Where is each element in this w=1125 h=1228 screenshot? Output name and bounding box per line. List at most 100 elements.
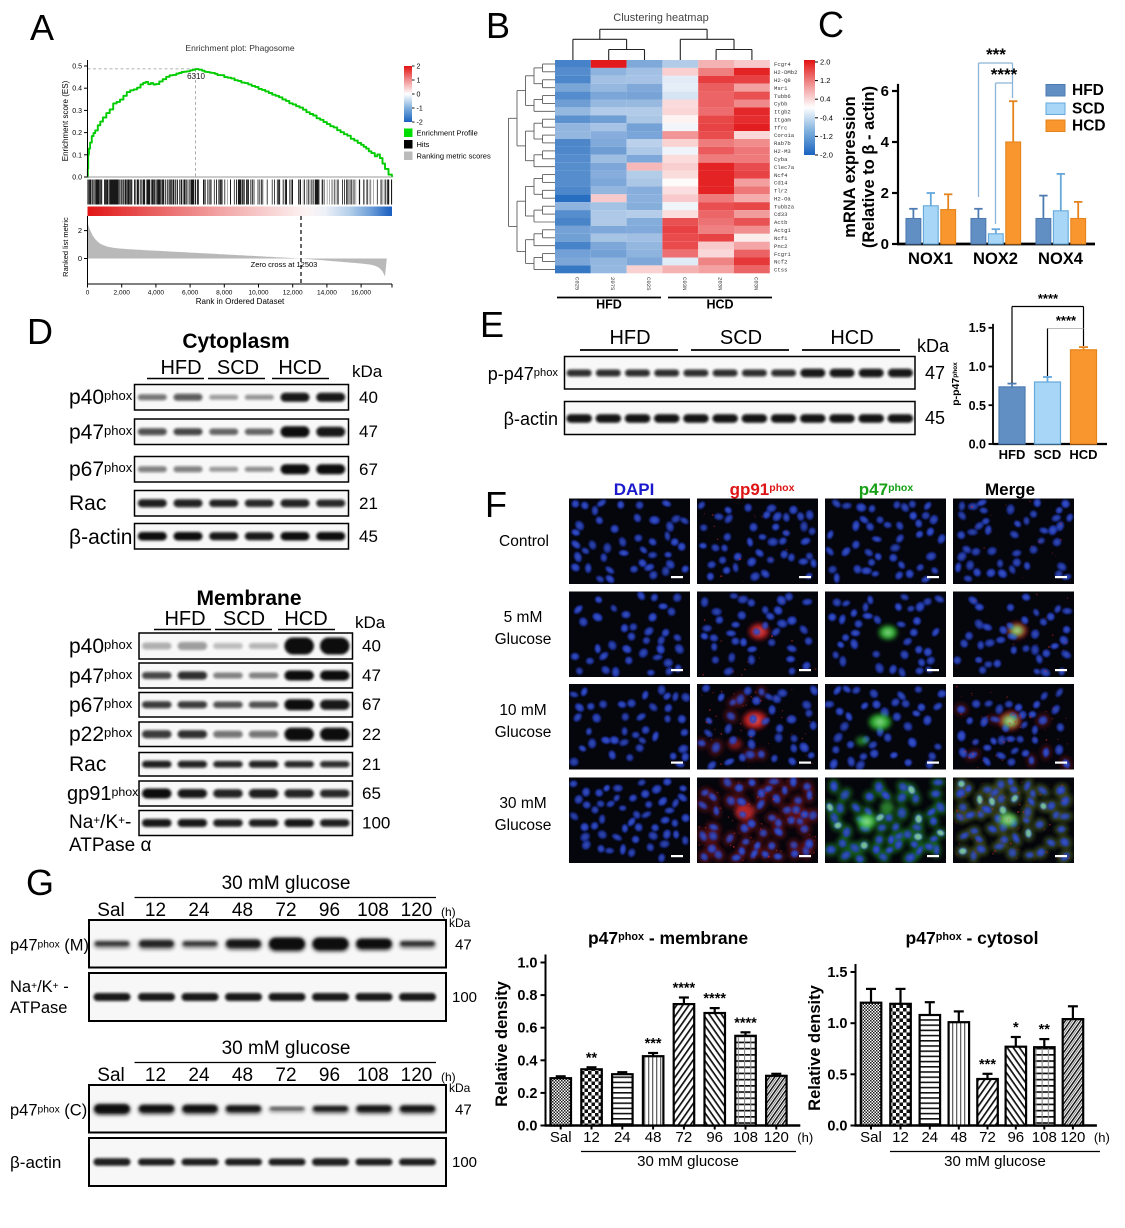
svg-text:2: 2 bbox=[881, 185, 889, 202]
svg-text:96: 96 bbox=[319, 1065, 340, 1086]
svg-text:Sal: Sal bbox=[860, 1129, 882, 1146]
svg-text:(Relative to β - actin): (Relative to β - actin) bbox=[860, 86, 878, 248]
svg-text:72: 72 bbox=[275, 1065, 296, 1086]
svg-text:H2-M3: H2-M3 bbox=[774, 148, 791, 155]
svg-text:NOX1: NOX1 bbox=[908, 250, 953, 268]
svg-text:4: 4 bbox=[881, 134, 890, 151]
svg-text:30 mM glucose: 30 mM glucose bbox=[637, 1153, 739, 1170]
svg-text:21: 21 bbox=[359, 494, 378, 513]
svg-text:21: 21 bbox=[362, 755, 381, 774]
svg-text:ATPase: ATPase bbox=[10, 999, 67, 1017]
svg-text:48: 48 bbox=[232, 1065, 253, 1086]
svg-text:H2-DMb2: H2-DMb2 bbox=[774, 69, 798, 76]
svg-text:0.0: 0.0 bbox=[72, 175, 82, 182]
svg-text:C: C bbox=[818, 4, 844, 45]
svg-text:Ctss: Ctss bbox=[774, 267, 787, 274]
svg-text:-2.0: -2.0 bbox=[820, 151, 833, 160]
svg-text:Itgb2: Itgb2 bbox=[774, 109, 791, 116]
svg-text:β-actin: β-actin bbox=[69, 526, 132, 549]
svg-text:**: ** bbox=[1039, 1022, 1051, 1038]
svg-text:Cybb: Cybb bbox=[774, 101, 787, 108]
svg-text:C02S: C02S bbox=[645, 277, 652, 291]
svg-text:207S: 207S bbox=[609, 277, 616, 291]
svg-text:96: 96 bbox=[319, 900, 340, 921]
svg-text:120: 120 bbox=[401, 1065, 433, 1086]
svg-text:HCD: HCD bbox=[706, 298, 733, 312]
svg-text:Sal: Sal bbox=[97, 900, 124, 921]
svg-text:30 mM glucose: 30 mM glucose bbox=[944, 1153, 1046, 1170]
svg-text:HFD: HFD bbox=[596, 298, 622, 312]
svg-text:10,000: 10,000 bbox=[249, 290, 269, 297]
svg-text:22: 22 bbox=[362, 725, 381, 744]
svg-text:30 mM glucose: 30 mM glucose bbox=[222, 873, 351, 894]
svg-text:gp91phox: gp91phox bbox=[730, 480, 795, 499]
svg-text:****: **** bbox=[991, 65, 1018, 84]
svg-text:108: 108 bbox=[357, 900, 389, 921]
svg-text:C025: C025 bbox=[573, 277, 580, 290]
svg-text:HFD: HFD bbox=[160, 357, 201, 379]
svg-text:****: **** bbox=[1038, 291, 1059, 306]
svg-text:Relative density: Relative density bbox=[493, 980, 511, 1106]
svg-text:p47phox - cytosol: p47phox - cytosol bbox=[906, 928, 1039, 948]
svg-text:Actg1: Actg1 bbox=[774, 227, 791, 234]
svg-text:0.8: 0.8 bbox=[517, 988, 537, 1004]
svg-text:67: 67 bbox=[362, 695, 381, 714]
svg-text:***: *** bbox=[986, 45, 1006, 64]
svg-text:D: D bbox=[27, 311, 53, 352]
svg-text:Clustering heatmap: Clustering heatmap bbox=[613, 12, 708, 24]
svg-text:-1: -1 bbox=[417, 106, 423, 113]
svg-text:H2-Q8: H2-Q8 bbox=[774, 77, 791, 84]
svg-text:120: 120 bbox=[764, 1129, 789, 1146]
svg-text:****: **** bbox=[673, 981, 696, 997]
svg-text:100: 100 bbox=[452, 1154, 477, 1171]
svg-text:0.2: 0.2 bbox=[72, 130, 82, 137]
svg-text:C03N: C03N bbox=[752, 277, 759, 290]
svg-text:4,000: 4,000 bbox=[148, 290, 165, 297]
svg-text:HCD: HCD bbox=[1069, 447, 1097, 462]
svg-text:47: 47 bbox=[925, 363, 945, 383]
svg-text:1.0: 1.0 bbox=[969, 360, 986, 374]
svg-text:Zero cross at 12503: Zero cross at 12503 bbox=[251, 260, 318, 269]
svg-text:(h): (h) bbox=[441, 1070, 456, 1084]
svg-text:0.5: 0.5 bbox=[969, 399, 986, 413]
svg-text:****: **** bbox=[1056, 313, 1077, 328]
svg-text:108: 108 bbox=[733, 1129, 758, 1146]
svg-text:***: *** bbox=[645, 1036, 662, 1052]
svg-text:Rank in Ordered Dataset: Rank in Ordered Dataset bbox=[196, 297, 285, 306]
svg-text:12,000: 12,000 bbox=[283, 290, 303, 297]
svg-text:mRNA expression: mRNA expression bbox=[841, 96, 859, 238]
svg-text:0: 0 bbox=[86, 290, 90, 297]
svg-text:Pnc2: Pnc2 bbox=[774, 243, 787, 250]
svg-text:HCD: HCD bbox=[278, 357, 321, 379]
svg-text:Na+/K+ -: Na+/K+ - bbox=[10, 978, 69, 996]
svg-text:0.0: 0.0 bbox=[517, 1119, 537, 1135]
svg-text:Rac: Rac bbox=[69, 492, 106, 515]
svg-text:45: 45 bbox=[925, 408, 945, 428]
svg-text:kDa: kDa bbox=[355, 613, 386, 632]
svg-text:24: 24 bbox=[921, 1129, 938, 1146]
svg-text:0: 0 bbox=[881, 236, 889, 253]
svg-text:HFD: HFD bbox=[164, 608, 205, 630]
svg-text:G: G bbox=[26, 862, 54, 903]
svg-text:Sal: Sal bbox=[550, 1129, 572, 1146]
svg-text:0: 0 bbox=[78, 254, 82, 263]
svg-text:48: 48 bbox=[950, 1129, 967, 1146]
svg-text:NOX2: NOX2 bbox=[973, 250, 1018, 268]
svg-text:Hits: Hits bbox=[417, 140, 430, 149]
svg-text:**: ** bbox=[586, 1050, 598, 1066]
svg-text:SCD: SCD bbox=[720, 327, 762, 349]
svg-text:Merge: Merge bbox=[985, 480, 1035, 499]
svg-text:E: E bbox=[480, 304, 504, 345]
svg-text:24: 24 bbox=[188, 1065, 210, 1086]
svg-text:108: 108 bbox=[357, 1065, 389, 1086]
svg-text:NOX4: NOX4 bbox=[1038, 250, 1084, 268]
svg-text:-2: -2 bbox=[417, 120, 423, 127]
svg-text:12: 12 bbox=[892, 1129, 909, 1146]
svg-text:C03N: C03N bbox=[681, 277, 688, 290]
svg-text:Glucose: Glucose bbox=[495, 631, 552, 648]
svg-text:(h): (h) bbox=[441, 905, 456, 919]
svg-text:Cd33: Cd33 bbox=[774, 211, 787, 218]
svg-text:40: 40 bbox=[359, 388, 378, 407]
svg-text:Cd14: Cd14 bbox=[774, 180, 788, 187]
svg-text:Tubb6: Tubb6 bbox=[774, 93, 791, 100]
